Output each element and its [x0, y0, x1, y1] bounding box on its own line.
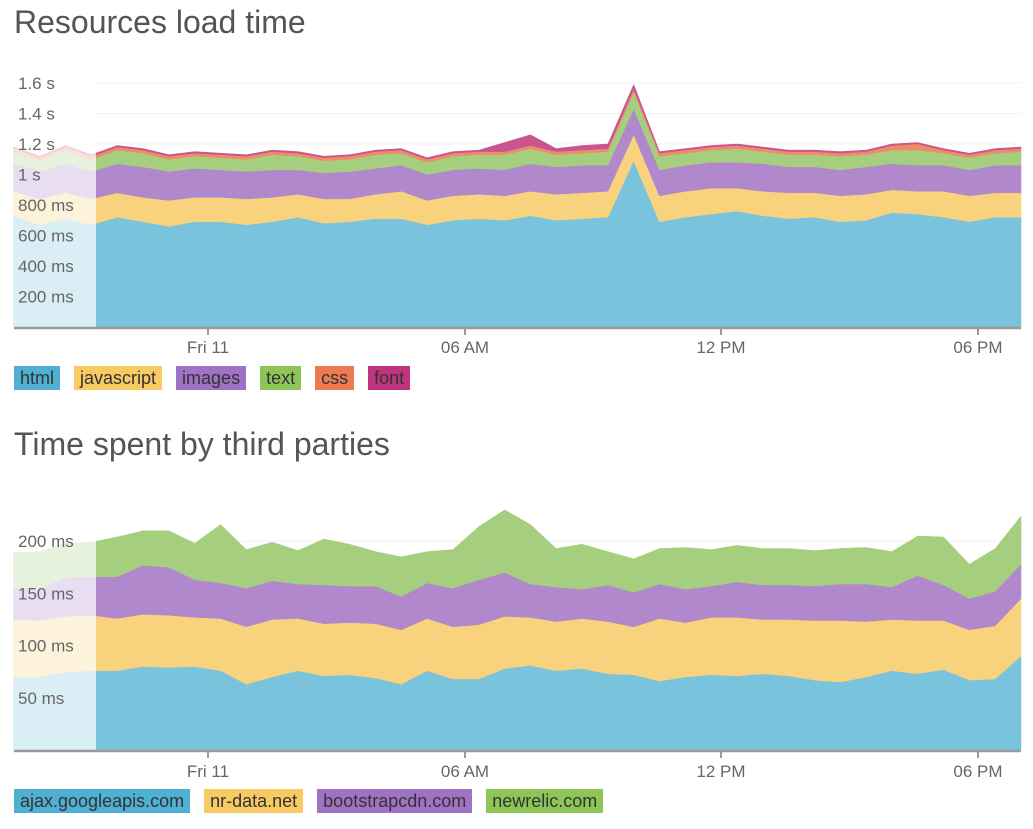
- x-tick-label: Fri 11: [187, 338, 229, 357]
- legend-resources: html javascript images text css font: [14, 366, 411, 390]
- legend-item-images[interactable]: images: [176, 366, 247, 390]
- legend-third-parties: ajax.googleapis.com nr-data.net bootstrapc…: [14, 789, 604, 813]
- chart-title-third-parties: Time spent by third parties: [14, 426, 390, 462]
- legend-item-nr-data-net[interactable]: nr-data.net: [204, 789, 304, 813]
- y-tick-label: 200 ms: [18, 288, 74, 307]
- resources-load-time-chart[interactable]: 200 ms 400 ms 600 ms 800 ms 1 s 1.2 s 1.4 s 1.6…: [0, 0, 1033, 365]
- y-tick-label: 400 ms: [18, 257, 74, 276]
- x-tick-label: 12 PM: [696, 338, 745, 357]
- y-tick-label: 600 ms: [18, 227, 74, 246]
- legend-item-css[interactable]: css: [315, 366, 355, 390]
- y-tick-label: 1.2 s: [18, 135, 55, 154]
- y-tick-label: 1.4 s: [18, 105, 55, 124]
- area-series-font[interactable]: [13, 83, 1022, 160]
- x-tick-label: 12 PM: [696, 762, 745, 781]
- faded-region: [14, 459, 96, 750]
- x-tick-label: 06 PM: [953, 762, 1002, 781]
- x-tick-label: 06 PM: [953, 338, 1002, 357]
- legend-item-javascript[interactable]: javascript: [74, 366, 163, 390]
- y-tick-label: 150 ms: [18, 584, 74, 603]
- y-tick-label: 800 ms: [18, 196, 74, 215]
- y-tick-label: 50 ms: [18, 689, 64, 708]
- x-tick-label: 06 AM: [441, 762, 489, 781]
- y-tick-label: 1 s: [18, 166, 41, 185]
- legend-item-text[interactable]: text: [260, 366, 302, 390]
- chart-title-resources: Resources load time: [14, 4, 306, 40]
- legend-item-font[interactable]: font: [368, 366, 411, 390]
- y-tick-label: 1.6 s: [18, 74, 55, 93]
- legend-item-ajax-googleapis-com[interactable]: ajax.googleapis.com: [14, 789, 191, 813]
- x-tick-label: Fri 11: [187, 762, 229, 781]
- legend-item-bootstrapcdn-com[interactable]: bootstrapcdn.com: [317, 789, 473, 813]
- faded-region: [14, 53, 96, 327]
- y-tick-label: 100 ms: [18, 637, 74, 656]
- legend-item-html[interactable]: html: [14, 366, 61, 390]
- legend-item-newrelic-com[interactable]: newrelic.com: [486, 789, 604, 813]
- area-series-newrelic-com[interactable]: [13, 509, 1022, 599]
- y-tick-label: 200 ms: [18, 532, 74, 551]
- x-tick-label: 06 AM: [441, 338, 489, 357]
